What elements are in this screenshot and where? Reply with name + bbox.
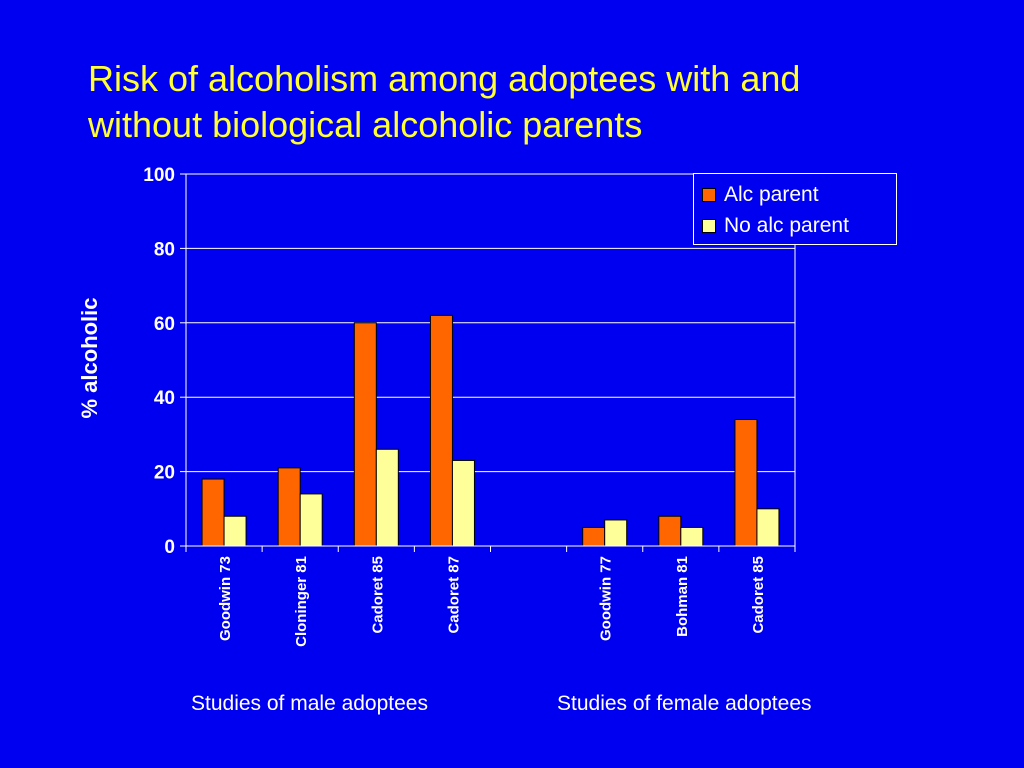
y-axis-label: % alcoholic <box>77 297 102 419</box>
slide-title-line-1: Risk of alcoholism among adoptees with a… <box>88 58 801 99</box>
legend-item-no-alc-parent: No alc parent <box>702 213 849 239</box>
legend-label-no-alc-parent: No alc parent <box>724 214 849 237</box>
bar-alc-parent <box>658 515 682 547</box>
y-tick-label: 60 <box>154 314 175 335</box>
x-category-label: Bohman 81 <box>674 556 691 637</box>
bar-no-alc-parent <box>451 459 475 547</box>
x-category-label: Cloninger 81 <box>293 556 310 647</box>
bar-alc-parent <box>429 314 453 547</box>
legend-item-alc-parent: Alc parent <box>702 182 819 208</box>
x-category-label: Goodwin 77 <box>598 556 615 641</box>
x-category-label: Cadoret 85 <box>369 556 386 634</box>
bar-no-alc-parent <box>756 508 780 547</box>
bar-alc-parent <box>353 322 377 547</box>
bar-alc-parent <box>734 419 758 547</box>
bar-no-alc-parent <box>223 515 247 547</box>
legend-swatch-alc-parent <box>702 188 716 202</box>
group-label-female: Studies of female adoptees <box>557 692 812 715</box>
slide-title-line-2: without biological alcoholic parents <box>88 104 643 145</box>
slide-title: Risk of alcoholism among adoptees with a… <box>88 56 948 148</box>
chart-legend: Alc parent No alc parent <box>693 173 897 245</box>
y-tick-label: 80 <box>154 239 175 260</box>
legend-swatch-no-alc-parent <box>702 219 716 233</box>
bar-alc-parent <box>201 478 225 547</box>
group-label-male: Studies of male adoptees <box>191 692 428 715</box>
y-tick-label: 100 <box>143 165 175 186</box>
bar-no-alc-parent <box>299 493 323 547</box>
bar-no-alc-parent <box>375 448 399 547</box>
y-tick-label: 40 <box>154 388 175 409</box>
x-category-label: Goodwin 73 <box>217 556 234 641</box>
x-category-label: Cadoret 87 <box>445 556 462 634</box>
y-tick-label: 20 <box>154 463 175 484</box>
y-tick-label: 0 <box>164 537 175 558</box>
legend-label-alc-parent: Alc parent <box>724 183 819 206</box>
bar-no-alc-parent <box>680 526 704 547</box>
x-category-label: Cadoret 85 <box>750 556 767 634</box>
bar-no-alc-parent <box>604 519 628 547</box>
bar-alc-parent <box>582 526 606 547</box>
bar-alc-parent <box>277 467 301 547</box>
